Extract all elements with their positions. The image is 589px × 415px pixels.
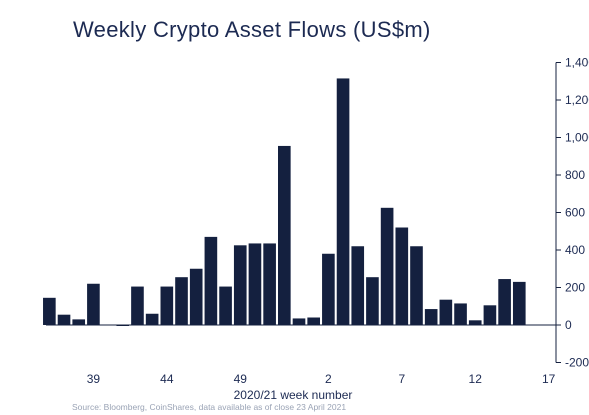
bar-week-15 bbox=[512, 281, 526, 326]
y-tick-label: 1,400 bbox=[565, 56, 589, 70]
bar-week-51 bbox=[263, 243, 276, 325]
bar-week-38 bbox=[72, 319, 86, 326]
bar-week-12 bbox=[468, 320, 482, 325]
bar-week-48 bbox=[219, 286, 232, 325]
bar-week-39 bbox=[87, 283, 100, 325]
bar-week-52 bbox=[278, 145, 291, 325]
bar-week-14 bbox=[498, 279, 511, 325]
bar-week-49 bbox=[233, 245, 247, 325]
bar-week-7 bbox=[395, 227, 409, 325]
bar-week-8 bbox=[410, 246, 423, 325]
y-tick-label: 600 bbox=[565, 206, 585, 220]
x-tick-label: 39 bbox=[87, 372, 101, 386]
y-tick-label: 200 bbox=[565, 281, 585, 295]
y-ticks-group: -200 0 200 400 600 800 1,000 1,200 1,400 bbox=[556, 56, 589, 370]
bar-week-50 bbox=[248, 243, 262, 325]
y-tick-label: 800 bbox=[565, 168, 585, 182]
bar-week-37 bbox=[57, 314, 71, 325]
bar-week-3 bbox=[336, 78, 350, 325]
bar-week-47 bbox=[204, 236, 218, 326]
y-tick-label: 1,200 bbox=[565, 93, 589, 107]
y-tick-label: 1,000 bbox=[565, 131, 589, 145]
y-tick-label: 400 bbox=[565, 243, 585, 257]
bar-week-6 bbox=[380, 207, 394, 325]
bar-week-43 bbox=[145, 313, 159, 325]
bar-week-5 bbox=[366, 277, 379, 325]
x-tick-label: 17 bbox=[542, 372, 556, 386]
bars-group bbox=[43, 78, 526, 326]
x-axis-label: 2020/21 week number bbox=[234, 388, 353, 402]
bar-week-44 bbox=[160, 286, 174, 325]
x-tick-label: 12 bbox=[469, 372, 483, 386]
bar-week-42 bbox=[131, 286, 144, 325]
bar-week-46 bbox=[189, 268, 203, 325]
x-tick-label: 49 bbox=[234, 372, 248, 386]
bar-week-45 bbox=[175, 277, 188, 325]
bar-week-9 bbox=[424, 309, 438, 325]
x-tick-label: 44 bbox=[160, 372, 174, 386]
bar-week-11 bbox=[454, 303, 467, 325]
x-tick-label: 2 bbox=[325, 372, 332, 386]
source-note: Source: Bloomberg, CoinShares, data avai… bbox=[72, 402, 346, 412]
bar-week-4 bbox=[351, 246, 365, 325]
bar-week-10 bbox=[439, 299, 453, 325]
bar-week-2 bbox=[322, 253, 335, 325]
chart-title: Weekly Crypto Asset Flows (US$m) bbox=[73, 17, 431, 42]
bar-week-53 bbox=[292, 318, 306, 325]
bar-week-36 bbox=[43, 297, 56, 325]
x-ticks-group: 39 44 49 2 7 12 17 bbox=[87, 372, 556, 386]
y-tick-label: 0 bbox=[565, 318, 572, 332]
bar-week-13 bbox=[483, 305, 497, 325]
bar-week-1 bbox=[307, 317, 320, 325]
y-tick-label: -200 bbox=[565, 356, 589, 370]
x-tick-label: 7 bbox=[398, 372, 405, 386]
